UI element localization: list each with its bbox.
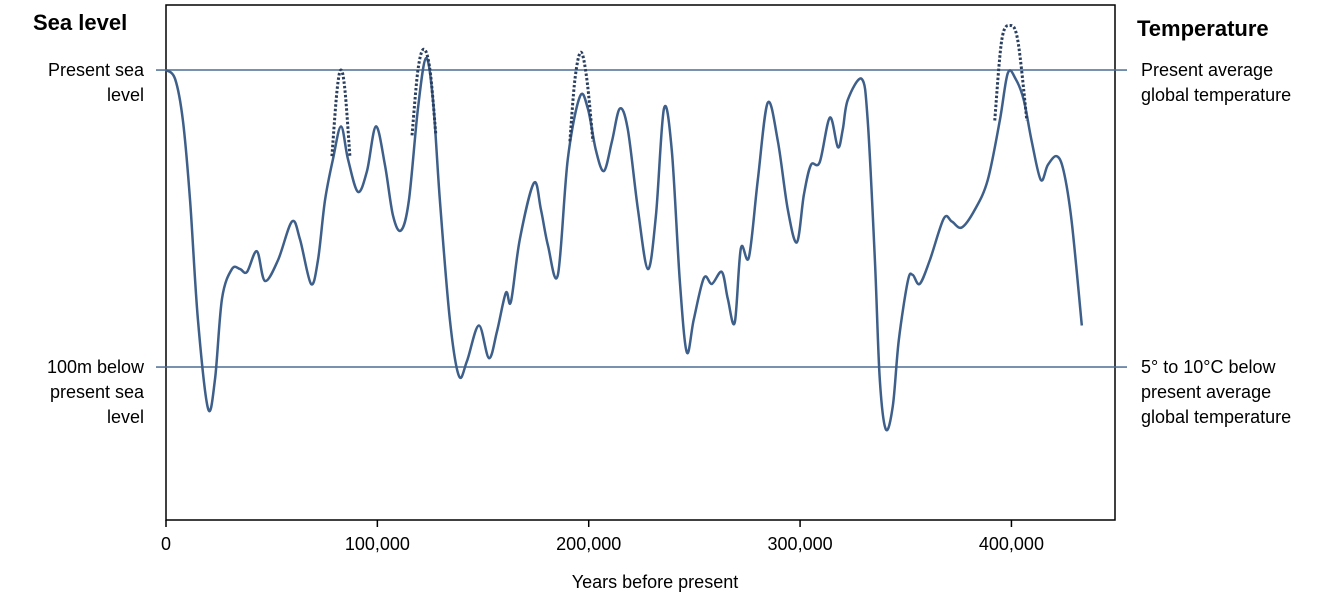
chart-title: Sea level — [33, 10, 128, 35]
y2-title: Temperature — [1137, 16, 1269, 41]
x-tick-label: 400,000 — [979, 534, 1044, 554]
temperature-peak — [410, 47, 438, 136]
x-tick-label: 300,000 — [768, 534, 833, 554]
temperature-peak — [993, 23, 1029, 121]
temperature-peak — [568, 50, 595, 142]
y-tick-label: 100m below present sea level — [46, 356, 144, 427]
x-tick-label: 0 — [161, 534, 171, 554]
x-axis-label: Years before present — [572, 572, 738, 592]
y2-tick-label: 5° to 10°C below present average global … — [1141, 356, 1292, 427]
temperature-peak — [330, 68, 352, 157]
x-tick-label: 100,000 — [345, 534, 410, 554]
plot-frame — [165, 4, 1116, 521]
sea-level-line — [165, 56, 1084, 432]
y-tick-label: Present sea level — [47, 59, 144, 105]
x-tick-label: 200,000 — [556, 534, 621, 554]
y2-tick-label: Present average global temperature — [1141, 59, 1292, 105]
